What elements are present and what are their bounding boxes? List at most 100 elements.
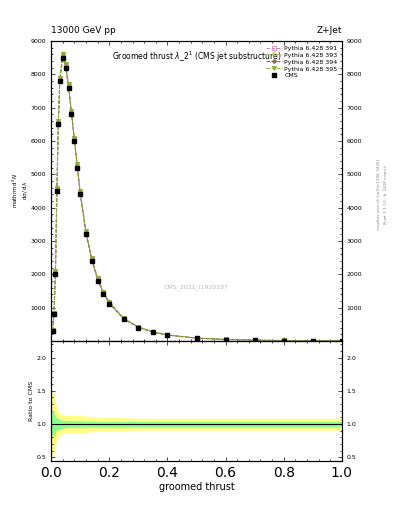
- CMS: [55, 188, 59, 194]
- Pythia 6.428 393: [165, 332, 170, 338]
- Pythia 6.428 393: [69, 111, 74, 117]
- Pythia 6.428 395: [310, 337, 315, 344]
- CMS: [101, 291, 106, 297]
- Pythia 6.428 394: [78, 190, 83, 196]
- Line: Pythia 6.428 391: Pythia 6.428 391: [51, 54, 343, 343]
- Pythia 6.428 391: [63, 63, 68, 69]
- Pythia 6.428 394: [194, 335, 199, 341]
- CMS: [136, 325, 141, 331]
- Pythia 6.428 394: [63, 63, 68, 70]
- Text: Groomed thrust $\lambda\_2^1$ (CMS jet substructure): Groomed thrust $\lambda\_2^1$ (CMS jet s…: [112, 50, 281, 65]
- Pythia 6.428 394: [56, 120, 61, 126]
- CMS: [50, 328, 55, 334]
- Pythia 6.428 391: [151, 329, 155, 335]
- Pythia 6.428 393: [78, 190, 83, 197]
- Pythia 6.428 395: [61, 51, 65, 57]
- Pythia 6.428 393: [281, 337, 286, 344]
- Pythia 6.428 393: [53, 270, 58, 276]
- Pythia 6.428 394: [223, 336, 228, 343]
- Pythia 6.428 393: [51, 311, 56, 317]
- Pythia 6.428 395: [72, 135, 77, 141]
- Pythia 6.428 394: [107, 300, 112, 306]
- Pythia 6.428 394: [101, 290, 106, 296]
- Pythia 6.428 391: [50, 328, 55, 334]
- Pythia 6.428 391: [51, 310, 56, 316]
- Pythia 6.428 394: [95, 277, 100, 283]
- Pythia 6.428 391: [340, 338, 344, 344]
- Pythia 6.428 395: [69, 108, 74, 114]
- X-axis label: groomed thrust: groomed thrust: [159, 482, 234, 493]
- Pythia 6.428 395: [66, 81, 71, 88]
- CMS: [165, 332, 170, 338]
- Pythia 6.428 391: [101, 289, 106, 295]
- Pythia 6.428 391: [223, 336, 228, 343]
- CMS: [63, 65, 68, 71]
- Pythia 6.428 391: [281, 337, 286, 344]
- CMS: [252, 337, 257, 343]
- CMS: [61, 55, 65, 61]
- Pythia 6.428 391: [84, 229, 88, 236]
- Line: Pythia 6.428 394: Pythia 6.428 394: [51, 55, 343, 343]
- Pythia 6.428 394: [136, 324, 141, 330]
- CMS: [151, 329, 155, 335]
- Pythia 6.428 395: [78, 188, 83, 194]
- Pythia 6.428 394: [51, 311, 56, 317]
- Pythia 6.428 394: [151, 329, 155, 335]
- Pythia 6.428 391: [66, 83, 71, 89]
- Pythia 6.428 393: [75, 164, 80, 170]
- Pythia 6.428 391: [61, 53, 65, 59]
- Pythia 6.428 391: [194, 335, 199, 341]
- Pythia 6.428 395: [151, 329, 155, 335]
- Pythia 6.428 395: [75, 161, 80, 167]
- Pythia 6.428 394: [57, 77, 62, 83]
- Pythia 6.428 395: [50, 327, 55, 333]
- Pythia 6.428 395: [56, 118, 61, 124]
- Pythia 6.428 393: [252, 337, 257, 343]
- CMS: [78, 191, 83, 197]
- CMS: [310, 337, 315, 344]
- Pythia 6.428 395: [107, 298, 112, 305]
- CMS: [75, 164, 80, 170]
- Pythia 6.428 391: [78, 189, 83, 196]
- CMS: [95, 278, 100, 284]
- Pythia 6.428 393: [50, 328, 55, 334]
- Pythia 6.428 395: [223, 336, 228, 343]
- Line: Pythia 6.428 393: Pythia 6.428 393: [51, 55, 343, 343]
- Pythia 6.428 394: [53, 270, 58, 276]
- Pythia 6.428 394: [281, 337, 286, 344]
- Pythia 6.428 395: [63, 61, 68, 68]
- Pythia 6.428 391: [56, 119, 61, 125]
- Legend: Pythia 6.428 391, Pythia 6.428 393, Pythia 6.428 394, Pythia 6.428 395, CMS: Pythia 6.428 391, Pythia 6.428 393, Pyth…: [264, 43, 340, 81]
- Pythia 6.428 395: [57, 75, 62, 81]
- Pythia 6.428 394: [84, 230, 88, 237]
- Pythia 6.428 393: [136, 324, 141, 330]
- Line: Pythia 6.428 395: Pythia 6.428 395: [50, 52, 344, 343]
- Pythia 6.428 391: [165, 332, 170, 338]
- CMS: [90, 258, 94, 264]
- Line: CMS: CMS: [51, 56, 343, 343]
- CMS: [51, 311, 56, 317]
- CMS: [340, 338, 344, 344]
- Pythia 6.428 394: [252, 337, 257, 343]
- Pythia 6.428 391: [75, 163, 80, 169]
- CMS: [223, 336, 228, 343]
- Pythia 6.428 394: [90, 257, 94, 263]
- Text: Rivet 3.1.10, $\geq$ 2.6M events: Rivet 3.1.10, $\geq$ 2.6M events: [382, 164, 389, 225]
- Pythia 6.428 391: [57, 76, 62, 82]
- Pythia 6.428 395: [95, 274, 100, 281]
- Pythia 6.428 394: [50, 328, 55, 334]
- CMS: [53, 271, 58, 278]
- CMS: [56, 121, 61, 127]
- Pythia 6.428 393: [223, 336, 228, 343]
- Text: CMS_2021_I1920187: CMS_2021_I1920187: [164, 284, 229, 290]
- Pythia 6.428 393: [56, 120, 61, 126]
- Pythia 6.428 394: [55, 187, 59, 193]
- Pythia 6.428 394: [75, 163, 80, 169]
- Pythia 6.428 393: [310, 337, 315, 344]
- Pythia 6.428 391: [90, 256, 94, 262]
- Pythia 6.428 395: [55, 184, 59, 190]
- Pythia 6.428 393: [101, 290, 106, 296]
- Text: Z+Jet: Z+Jet: [316, 26, 342, 35]
- Pythia 6.428 394: [69, 110, 74, 116]
- CMS: [72, 138, 77, 144]
